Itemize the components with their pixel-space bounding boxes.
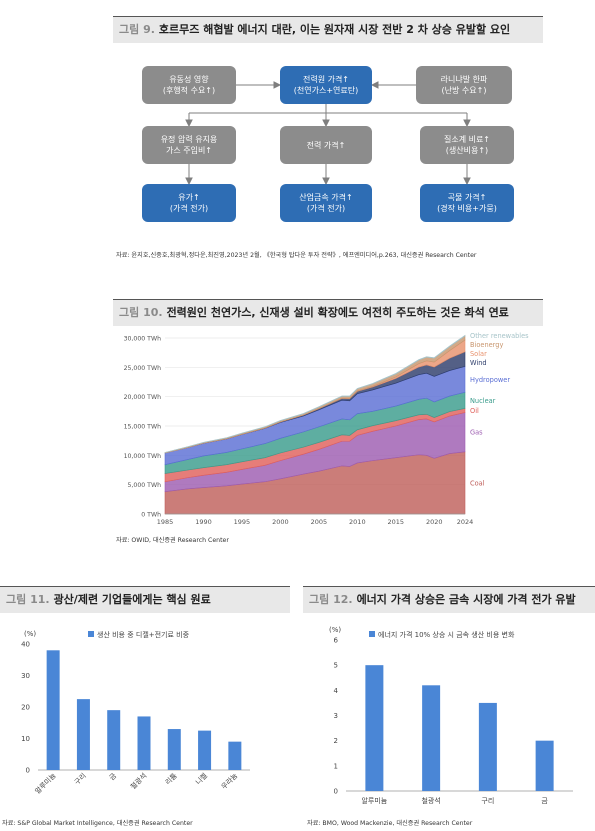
legend-nuclear: Nuclear <box>470 397 496 405</box>
fig10-number: 그림 10. <box>119 306 163 319</box>
x-tick-label: 1995 <box>234 518 251 526</box>
x-tick-label: 1990 <box>195 518 212 526</box>
x-tick-label: 알루미늄 <box>361 796 387 805</box>
legend-label: 에너지 가격 10% 상승 시 금속 생산 비용 변화 <box>378 630 515 639</box>
fig9-number: 그림 9. <box>119 23 155 36</box>
x-tick-label: 2000 <box>272 518 289 526</box>
bar-4 <box>167 729 181 770</box>
x-tick-label: 철광석 <box>128 771 148 791</box>
y-tick-label: 20 <box>21 704 30 712</box>
fig11-header: 그림 11. 광산/제련 기업들에게는 핵심 원료 <box>0 586 290 613</box>
x-tick-label: 1985 <box>157 518 174 526</box>
electricity-area-chart: 0 TWh 5,000 TWh 10,000 TWh 15,000 TWh 20,000… <box>124 332 530 526</box>
y-tick-label: 1 <box>334 762 338 770</box>
bar-3 <box>137 716 151 770</box>
y-axis-unit: (%) <box>24 630 36 638</box>
x-tick-label: 2024 <box>457 518 474 526</box>
fig12-number: 그림 12. <box>309 593 353 606</box>
x-tick-label: 알루미늄 <box>33 771 58 796</box>
y-tick-label: 15,000 TWh <box>124 424 162 431</box>
fig12-source: 자료: BMO, Wood Mackenzie, 대신증권 Research C… <box>307 820 473 827</box>
x-tick-label: 2010 <box>349 518 366 526</box>
legend-label: 생산 비용 중 디젤+전기료 비중 <box>97 630 190 639</box>
fig10-header: 그림 10. 전력원인 천연가스, 신재생 설비 확장에도 여전히 주도하는 것은… <box>113 299 543 326</box>
flow-box-power-source-price: 전력원 가격↑ (천연가스+연료탄) <box>280 66 372 104</box>
legend-gas: Gas <box>470 429 483 437</box>
flow-box-well-pressure: 유정 압력 유지용 가스 주입비↑ <box>142 126 236 164</box>
x-tick-label: 니켈 <box>194 771 209 786</box>
x-tick-label: 구리 <box>72 771 87 786</box>
fig12-header: 그림 12. 에너지 가격 상승은 금속 시장에 가격 전가 유발 <box>303 586 595 613</box>
legend-wind: Wind <box>470 359 487 367</box>
flow-box-power-price: 전력 가격↑ <box>280 126 372 164</box>
legend-hydropower: Hydropower <box>470 376 510 384</box>
y-axis-unit: (%) <box>329 626 341 634</box>
x-tick-label: 2005 <box>311 518 328 526</box>
y-tick-label: 3 <box>334 712 338 720</box>
flow-box-la-nina: 라니냐발 한파 (난방 수요↑) <box>416 66 512 104</box>
x-tick-label: 금 <box>108 771 119 782</box>
y-tick-label: 0 TWh <box>141 512 161 519</box>
flow-box-liquidity: 유동성 영향 (후행적 수요↑) <box>142 66 236 104</box>
y-tick-label: 40 <box>21 641 30 649</box>
bar-1 <box>422 685 441 791</box>
flow-box-industrial-metals: 산업금속 가격↑ (가격 전가) <box>280 184 372 222</box>
fig11-title: 광산/제련 기업들에게는 핵심 원료 <box>53 593 211 606</box>
fig11-source: 자료: S&P Global Market Intelligence, 대신증권… <box>2 820 193 827</box>
legend-solar: Solar <box>470 350 487 358</box>
x-tick-label: 금 <box>541 797 548 805</box>
bar-0 <box>46 650 60 770</box>
y-tick-label: 2 <box>334 737 338 745</box>
y-tick-label: 0 <box>26 767 30 775</box>
fig10-source: 자료: OWID, 대신증권 Research Center <box>116 537 229 544</box>
flow-box-grain: 곡물 가격↑ (경작 비용+가뭄) <box>420 184 514 222</box>
fig10-title: 전력원인 천연가스, 신재생 설비 확장에도 여전히 주도하는 것은 화석 연료 <box>166 306 509 319</box>
legend-swatch <box>369 631 375 637</box>
x-tick-label: 철광석 <box>421 796 440 805</box>
legend-bioenergy: Bioenergy <box>470 341 503 349</box>
x-tick-label: 우라늄 <box>219 771 239 791</box>
y-tick-label: 25,000 TWh <box>124 365 162 372</box>
bar-5 <box>198 730 212 770</box>
metal-cost-change-bar-chart: (%) 0 1 2 3 4 5 6 에너지 가격 10% 상승 시 금속 생산 비용 변화알루미… <box>329 626 573 805</box>
y-tick-label: 6 <box>334 637 339 645</box>
bar-2 <box>107 710 121 770</box>
fig9-source: 자료: 윤지호,신중호,최광혁,정다운,최진영,2023년 2월, 《한국형 탑… <box>116 252 477 259</box>
y-tick-label: 0 <box>334 788 338 796</box>
legend-coal: Coal <box>470 479 485 487</box>
fig12-title: 에너지 가격 상승은 금속 시장에 가격 전가 유발 <box>356 593 576 606</box>
y-tick-label: 10,000 TWh <box>124 453 162 460</box>
flow-box-oil-price: 유가↑ (가격 전가) <box>142 184 236 222</box>
legend-oil: Oil <box>470 407 479 415</box>
x-tick-label: 2015 <box>387 518 404 526</box>
bar-6 <box>228 741 242 770</box>
flow-box-fertilizer: 질소계 비료↑ (생산비용↑) <box>420 126 514 164</box>
fig9-connectors <box>185 81 471 186</box>
y-tick-label: 20,000 TWh <box>124 394 162 401</box>
y-tick-label: 30 <box>21 672 30 680</box>
bar-1 <box>76 699 90 770</box>
area-other-renewables <box>164 334 466 453</box>
x-tick-label: 리튬 <box>163 771 179 787</box>
y-tick-label: 5,000 TWh <box>128 482 162 489</box>
x-tick-label: 구리 <box>481 796 494 805</box>
fig9-title: 호르무즈 해협발 에너지 대란, 이는 원자재 시장 전반 2 차 상승 유발할… <box>158 23 511 36</box>
legend-swatch <box>88 631 94 637</box>
x-tick-label: 2020 <box>426 518 443 526</box>
y-tick-label: 5 <box>334 662 338 670</box>
fig9-header: 그림 9. 호르무즈 해협발 에너지 대란, 이는 원자재 시장 전반 2 차 상… <box>113 16 543 43</box>
fig11-number: 그림 11. <box>6 593 50 606</box>
y-tick-label: 30,000 TWh <box>124 336 162 343</box>
bar-0 <box>365 665 384 791</box>
y-tick-label: 4 <box>334 687 339 695</box>
bar-3 <box>535 740 554 791</box>
bar-2 <box>478 702 497 791</box>
y-tick-label: 10 <box>21 735 30 743</box>
legend-other-renewables: Other renewables <box>470 332 529 340</box>
